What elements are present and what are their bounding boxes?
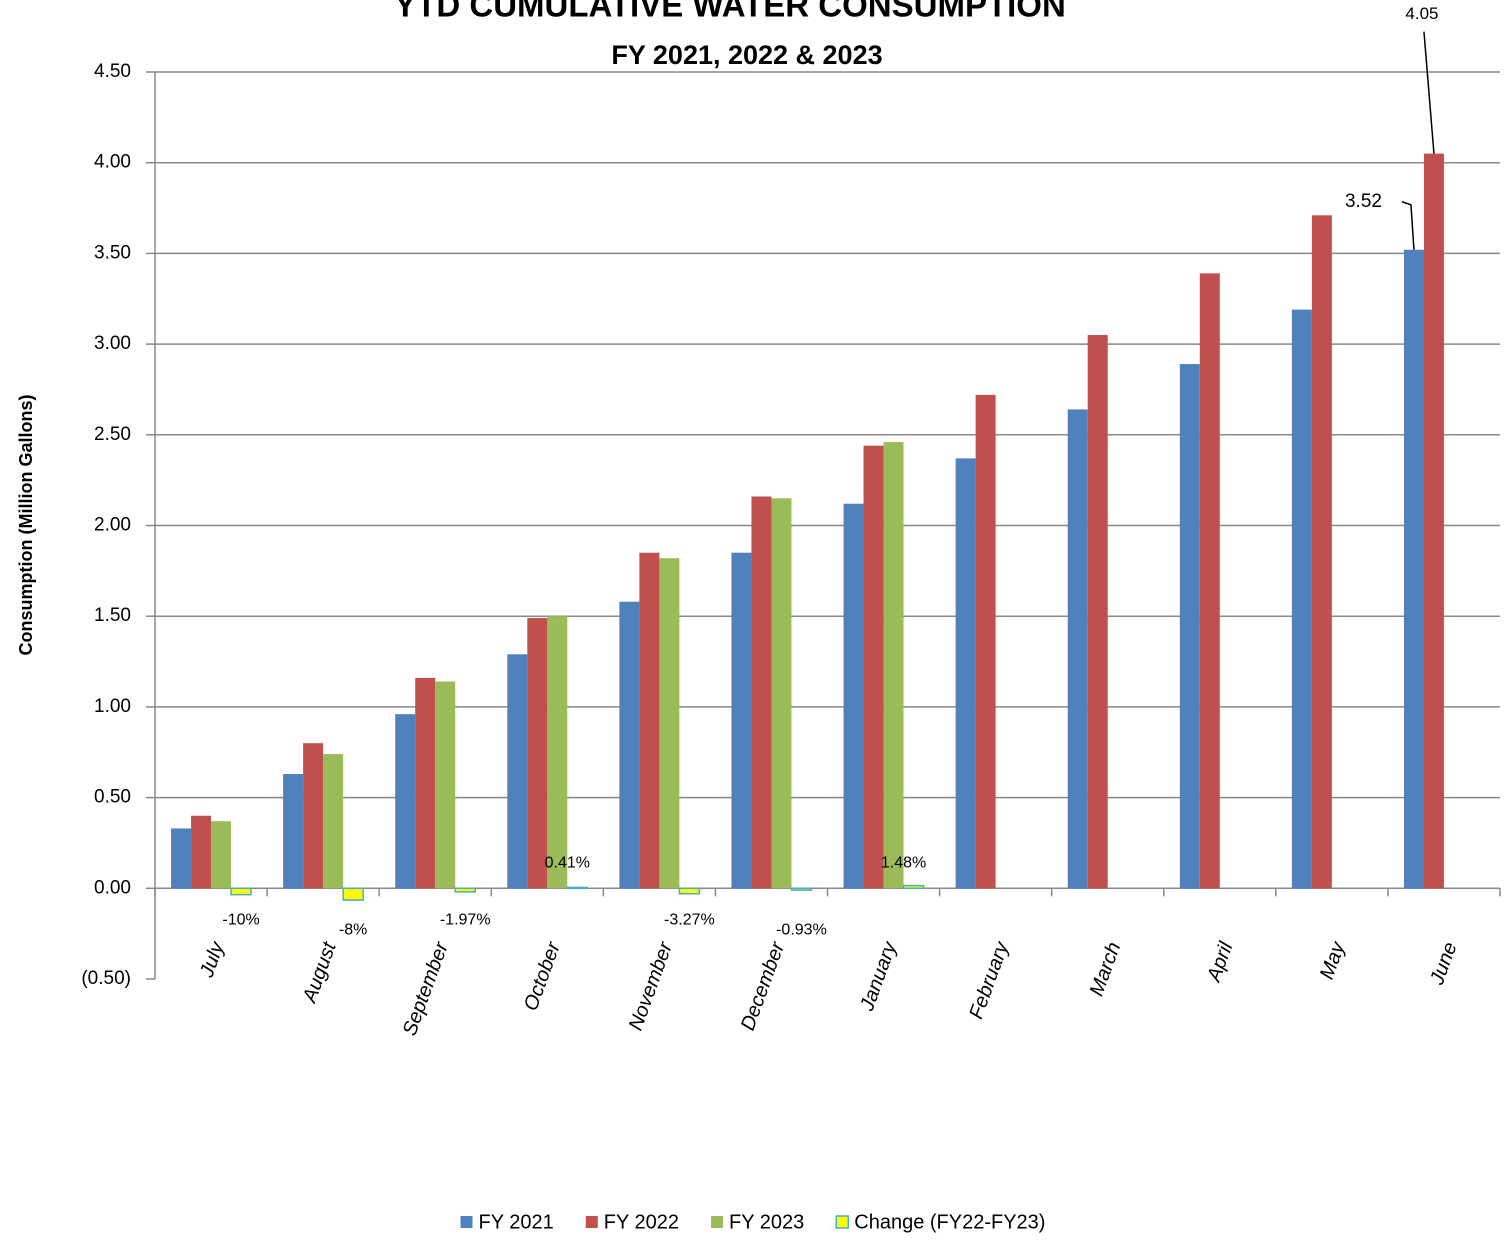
bar [1199, 273, 1220, 889]
y-tick-label: 4.00 [94, 152, 131, 173]
bar [639, 552, 660, 889]
change-label: -3.27% [664, 912, 715, 929]
bar [1179, 364, 1200, 889]
bar [955, 458, 976, 889]
leader-line [1423, 31, 1435, 154]
y-tick-label: 3.50 [94, 242, 131, 263]
bar [1291, 309, 1312, 889]
bar [323, 754, 344, 889]
x-tick-label: April [1203, 939, 1238, 986]
bar [975, 394, 996, 889]
bar [843, 503, 864, 889]
y-tick-label: 0.50 [94, 787, 131, 808]
y-tick-label: 1.50 [94, 605, 131, 626]
bar [283, 774, 304, 889]
y-tick-label: 0.00 [94, 877, 131, 898]
y-tick-label: 4.50 [94, 61, 131, 82]
legend-swatch [585, 1216, 598, 1228]
x-tick-label: January [856, 938, 902, 1014]
change-label: 1.48% [881, 855, 926, 872]
bar [303, 743, 324, 889]
x-tick-label: December [737, 938, 790, 1033]
y-tick-label: (0.50) [81, 968, 131, 989]
bar [454, 887, 476, 893]
change-label: -8% [339, 922, 367, 939]
x-tick-label: February [965, 938, 1013, 1022]
legend-label: FY 2021 [479, 1211, 554, 1233]
bar [191, 815, 212, 889]
bar [211, 821, 232, 889]
bar [435, 681, 456, 889]
bar [342, 887, 364, 901]
y-tick-label: 3.00 [94, 333, 131, 354]
bar [171, 828, 192, 889]
leader-line [1401, 201, 1415, 250]
bar [395, 714, 416, 889]
change-label: -10% [222, 912, 259, 929]
x-tick-label: July [196, 938, 230, 981]
legend-swatch [711, 1216, 724, 1228]
change-label: 0.41% [545, 855, 590, 872]
bar [527, 618, 548, 889]
x-tick-label: August [298, 938, 341, 1006]
data-label: 4.05 [1405, 4, 1438, 23]
bar [1067, 409, 1088, 889]
legend-label: FY 2022 [604, 1211, 679, 1233]
y-axis-title: Consumption (Million Gallons) [16, 395, 36, 656]
bar [230, 887, 252, 896]
bar [902, 884, 925, 890]
legend-label: FY 2023 [729, 1211, 804, 1233]
change-label: -0.93% [776, 922, 827, 939]
x-tick-label: May [1316, 938, 1350, 982]
x-tick-label: June [1426, 939, 1462, 988]
bar [771, 498, 792, 889]
y-tick-label: 2.50 [94, 424, 131, 445]
legend-swatch [460, 1216, 473, 1228]
change-label: -1.97% [440, 912, 491, 929]
bar [1403, 249, 1424, 889]
chart-subtitle: FY 2021, 2022 & 2023 [611, 40, 882, 70]
x-tick-label: September [399, 938, 454, 1039]
x-tick-label: October [520, 938, 565, 1014]
bar [751, 496, 772, 889]
y-tick-label: 1.00 [94, 696, 131, 717]
data-label: 3.52 [1345, 191, 1382, 212]
bar [619, 601, 640, 889]
bar [547, 616, 568, 889]
chart-title: YTD CUMULATIVE WATER CONSUMPTION [394, 0, 1066, 24]
legend-label: Change (FY22-FY23) [854, 1211, 1045, 1233]
bar [790, 887, 813, 891]
y-tick-label: 2.00 [94, 515, 131, 536]
bar [1087, 335, 1108, 889]
x-tick-label: March [1086, 939, 1126, 999]
x-tick-label: November [625, 938, 678, 1033]
legend-swatch [835, 1215, 850, 1229]
bar [1311, 215, 1332, 889]
bar [731, 552, 752, 889]
bar [863, 445, 884, 889]
bar [415, 677, 436, 889]
bar [507, 654, 528, 889]
bar [883, 442, 904, 889]
bar [1423, 153, 1444, 889]
bar [659, 558, 680, 889]
bar [566, 886, 589, 890]
bar [678, 887, 701, 895]
